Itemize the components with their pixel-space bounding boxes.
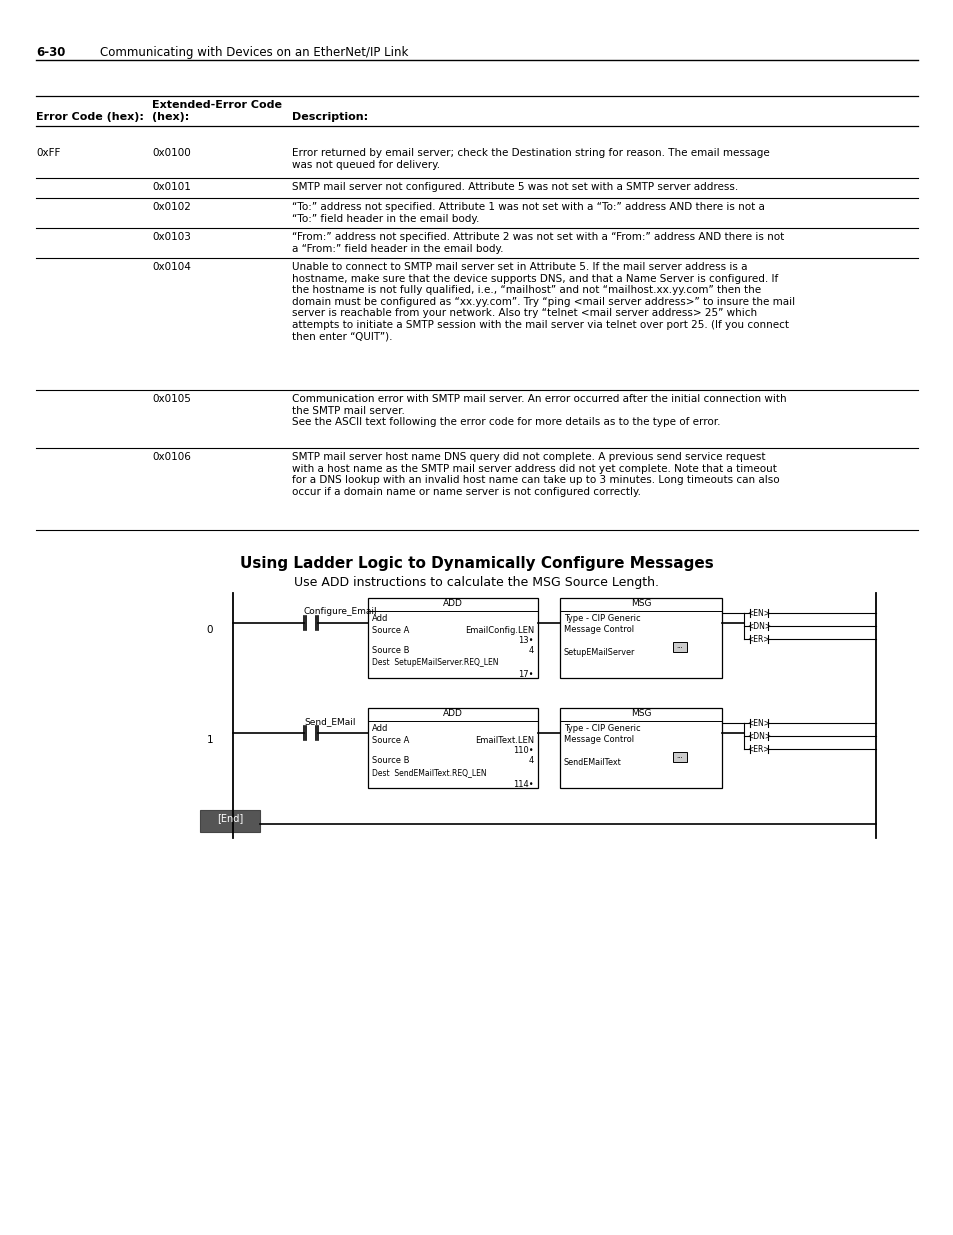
Text: “From:” address not specified. Attribute 2 was not set with a “From:” address AN: “From:” address not specified. Attribute… xyxy=(292,232,783,253)
Text: 0: 0 xyxy=(206,625,213,635)
Text: SendEMailText: SendEMailText xyxy=(563,758,621,767)
Text: Dest  SetupEMailServer.REQ_LEN: Dest SetupEMailServer.REQ_LEN xyxy=(372,658,498,667)
Text: 0x0104: 0x0104 xyxy=(152,262,191,272)
Text: Add: Add xyxy=(372,724,388,734)
Text: 0x0106: 0x0106 xyxy=(152,452,191,462)
Bar xyxy=(559,598,721,678)
Bar xyxy=(368,598,537,678)
Text: 0x0101: 0x0101 xyxy=(152,182,191,191)
Text: Source B: Source B xyxy=(372,756,409,764)
Bar xyxy=(559,708,721,788)
Text: SMTP mail server host name DNS query did not complete. A previous send service r: SMTP mail server host name DNS query did… xyxy=(292,452,779,496)
Text: Using Ladder Logic to Dynamically Configure Messages: Using Ladder Logic to Dynamically Config… xyxy=(240,556,713,571)
Text: 13•: 13• xyxy=(518,636,534,645)
Text: <EN>: <EN> xyxy=(747,719,770,727)
Text: Unable to connect to SMTP mail server set in Attribute 5. If the mail server add: Unable to connect to SMTP mail server se… xyxy=(292,262,794,342)
Text: MSG: MSG xyxy=(630,709,651,718)
Text: 114•: 114• xyxy=(513,781,534,789)
Text: MSG: MSG xyxy=(630,599,651,608)
Text: 17•: 17• xyxy=(518,671,534,679)
Text: SMTP mail server not configured. Attribute 5 was not set with a SMTP server addr: SMTP mail server not configured. Attribu… xyxy=(292,182,738,191)
Text: EmailConfig.LEN: EmailConfig.LEN xyxy=(464,626,534,635)
Text: Communication error with SMTP mail server. An error occurred after the initial c: Communication error with SMTP mail serve… xyxy=(292,394,786,427)
Bar xyxy=(200,810,260,832)
Text: <DN>: <DN> xyxy=(746,622,770,631)
Text: 0x0102: 0x0102 xyxy=(152,203,191,212)
Text: <ER>: <ER> xyxy=(747,745,769,755)
Text: Message Control: Message Control xyxy=(563,735,634,743)
Text: Dest  SendEMailText.REQ_LEN: Dest SendEMailText.REQ_LEN xyxy=(372,768,486,777)
Text: 0x0100: 0x0100 xyxy=(152,148,191,158)
Text: ADD: ADD xyxy=(442,709,462,718)
Text: Source A: Source A xyxy=(372,626,409,635)
Text: Use ADD instructions to calculate the MSG Source Length.: Use ADD instructions to calculate the MS… xyxy=(294,576,659,589)
Text: 4: 4 xyxy=(528,756,534,764)
Text: Description:: Description: xyxy=(292,112,368,122)
Text: 1: 1 xyxy=(206,735,213,745)
Text: Type - CIP Generic: Type - CIP Generic xyxy=(563,724,640,734)
Text: Error returned by email server; check the Destination string for reason. The ema: Error returned by email server; check th… xyxy=(292,148,769,169)
Text: Source A: Source A xyxy=(372,736,409,745)
Text: 110•: 110• xyxy=(513,746,534,755)
Text: <EN>: <EN> xyxy=(747,609,770,618)
Text: “To:” address not specified. Attribute 1 was not set with a “To:” address AND th: “To:” address not specified. Attribute 1… xyxy=(292,203,764,224)
Text: Send_EMail: Send_EMail xyxy=(304,718,355,726)
Text: Type - CIP Generic: Type - CIP Generic xyxy=(563,614,640,622)
Bar xyxy=(672,642,686,652)
Text: <DN>: <DN> xyxy=(746,732,770,741)
Text: 0x0105: 0x0105 xyxy=(152,394,191,404)
Text: ...: ... xyxy=(676,643,682,650)
Text: Add: Add xyxy=(372,614,388,622)
Text: Error Code (hex):: Error Code (hex): xyxy=(36,112,144,122)
Text: [End]: [End] xyxy=(216,813,243,823)
Text: (hex):: (hex): xyxy=(152,112,189,122)
Text: ADD: ADD xyxy=(442,599,462,608)
Text: Extended-Error Code: Extended-Error Code xyxy=(152,100,282,110)
Text: 4: 4 xyxy=(528,646,534,655)
Text: 0x0103: 0x0103 xyxy=(152,232,191,242)
Text: Configure_Email: Configure_Email xyxy=(304,606,377,616)
Text: Communicating with Devices on an EtherNet/IP Link: Communicating with Devices on an EtherNe… xyxy=(100,46,408,59)
Text: Source B: Source B xyxy=(372,646,409,655)
Text: <ER>: <ER> xyxy=(747,635,769,643)
Text: SetupEMailServer: SetupEMailServer xyxy=(563,648,635,657)
Text: Message Control: Message Control xyxy=(563,625,634,634)
Bar xyxy=(672,752,686,762)
Text: 6-30: 6-30 xyxy=(36,46,66,59)
Text: 0xFF: 0xFF xyxy=(36,148,60,158)
Text: EmailText.LEN: EmailText.LEN xyxy=(475,736,534,745)
Bar xyxy=(368,708,537,788)
Text: ...: ... xyxy=(676,753,682,760)
